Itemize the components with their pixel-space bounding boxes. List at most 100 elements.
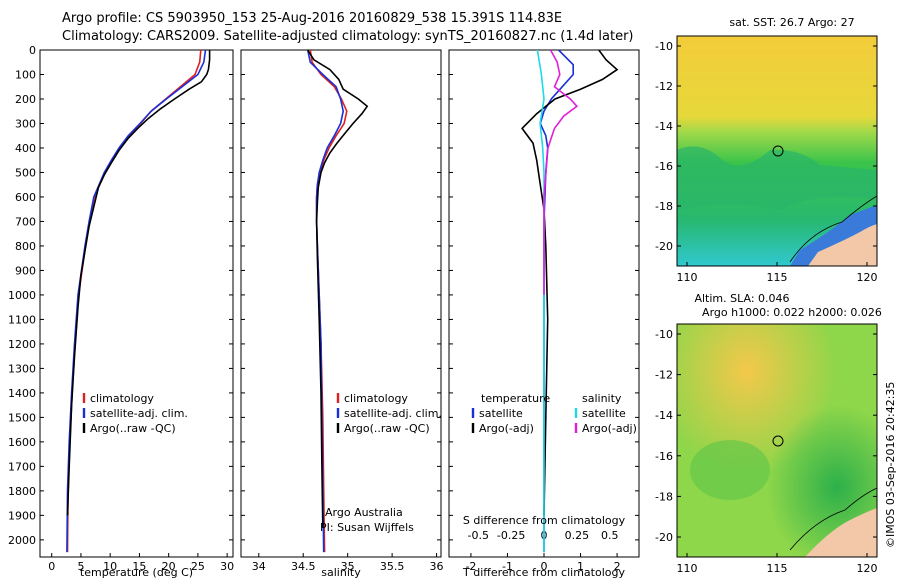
sdiff-legend-entry: Argo(-adj) <box>582 422 637 435</box>
sdiff-legend-entry: satellite <box>582 407 626 420</box>
sst-lat-label: -16 <box>655 160 673 173</box>
depth-tick-label: 0 <box>29 44 36 57</box>
sla-lat-label: -18 <box>655 490 673 503</box>
salinity-series-1 <box>306 50 345 553</box>
sla-low-patch <box>677 324 877 557</box>
tdiff-tick-label: 1 <box>577 560 584 573</box>
sst-map <box>676 35 878 267</box>
temperature-panel-frame <box>39 49 234 558</box>
sla-argo-location <box>772 435 784 447</box>
temperature-tick-label: 25 <box>191 560 205 573</box>
sdiff-tick-label: -0.25 <box>497 529 525 542</box>
salinity-legend-entry: Argo(..raw -QC) <box>344 422 430 435</box>
temperature-series-1 <box>66 50 207 553</box>
depth-tick-label: 1200 <box>8 338 36 351</box>
sdiff-tick-label: -0.5 <box>467 529 488 542</box>
depth-tick-label: 900 <box>15 264 36 277</box>
temperature-tick-label: 5 <box>77 560 84 573</box>
temperature-tick-label: 0 <box>48 560 55 573</box>
depth-tick-label: 1700 <box>8 460 36 473</box>
salinity-tick-label: 35.5 <box>380 560 405 573</box>
sst-lat-label: -12 <box>655 80 673 93</box>
sla-eddy <box>690 440 770 500</box>
salinity-tick-label: 35 <box>341 560 355 573</box>
temperature-tick-label: 30 <box>220 560 234 573</box>
sla-lon-label: 115 <box>767 562 788 575</box>
temperature-series-0 <box>66 50 202 553</box>
sdiff-tick-label: 0.5 <box>601 529 619 542</box>
sla-title: Altim. SLA: 0.046 <box>694 292 789 305</box>
sla-lat-label: -14 <box>655 409 673 422</box>
sst-lat-label: -10 <box>655 40 673 53</box>
difference-series-1 <box>521 50 619 516</box>
sst-lon-label: 115 <box>767 271 788 284</box>
depth-tick-label: 800 <box>15 240 36 253</box>
depth-tick-label: 200 <box>15 93 36 106</box>
depth-tick-label: 1600 <box>8 436 36 449</box>
depth-tick-label: 1900 <box>8 509 36 522</box>
temperature-legend-entry: climatology <box>90 392 154 405</box>
salinity-series-2 <box>307 50 369 528</box>
sst-lon-label: 110 <box>677 271 698 284</box>
sla-lat-label: -12 <box>655 369 673 382</box>
sst-lat-label: -14 <box>655 120 673 133</box>
salinity-tick-label: 34.5 <box>291 560 316 573</box>
depth-tick-label: 100 <box>15 68 36 81</box>
sst-land <box>808 224 877 266</box>
sdiff-legend-title: salinity <box>582 392 622 405</box>
argo-australia-credit: Argo Australia <box>325 506 403 519</box>
depth-tick-label: 1100 <box>8 313 36 326</box>
tdiff-legend-title: temperature <box>481 392 550 405</box>
sst-lon-label: 120 <box>857 271 878 284</box>
sst-warm-band <box>677 146 877 210</box>
sst-lat-label: -18 <box>655 200 673 213</box>
temperature-legend-entry: Argo(..raw -QC) <box>90 422 176 435</box>
sdiff-tick-label: 0.25 <box>565 529 590 542</box>
depth-tick-label: 1000 <box>8 289 36 302</box>
sst-lat-label: -20 <box>655 240 673 253</box>
sla-lon-label: 110 <box>677 562 698 575</box>
salinity-tick-label: 36 <box>430 560 444 573</box>
depth-tick-label: 1400 <box>8 387 36 400</box>
pi-credit: PI: Susan Wijffels <box>320 521 414 534</box>
depth-tick-label: 2000 <box>8 534 36 547</box>
tdiff-legend-entry: satellite <box>479 407 523 420</box>
sla-lat-label: -20 <box>655 531 673 544</box>
sla-land <box>805 508 877 557</box>
tdiff-axis-label: T difference from climatology <box>462 566 625 579</box>
tdiff-tick-label: -1 <box>502 560 513 573</box>
difference-series-3 <box>543 50 579 295</box>
climatology-title: Climatology: CARS2009. Satellite-adjuste… <box>62 29 634 44</box>
tdiff-legend-entry: Argo(-adj) <box>479 422 534 435</box>
depth-tick-label: 300 <box>15 117 36 130</box>
depth-tick-label: 1800 <box>8 485 36 498</box>
temperature-legend-entry: satellite-adj. clim. <box>90 407 188 420</box>
sst-argo-location <box>772 145 784 157</box>
tdiff-tick-label: -2 <box>465 560 476 573</box>
sdiff-axis-label: S difference from climatology <box>463 514 626 527</box>
salinity-legend-entry: climatology <box>344 392 408 405</box>
depth-tick-label: 500 <box>15 166 36 179</box>
difference-series-2 <box>536 50 545 553</box>
salinity-panel-frame <box>240 49 442 558</box>
sst-title: sat. SST: 26.7 Argo: 27 <box>729 16 854 29</box>
temperature-tick-label: 15 <box>132 560 146 573</box>
imos-stamp: ©IMOS 03-Sep-2016 20:42:35 <box>884 381 897 548</box>
sla-lon-label: 120 <box>857 562 878 575</box>
sst-bathy-contour <box>789 195 878 263</box>
salinity-tick-label: 34 <box>252 560 266 573</box>
profile-title: Argo profile: CS 5903950_153 25-Aug-2016… <box>62 11 563 26</box>
salinity-series-0 <box>309 50 348 553</box>
depth-tick-label: 1300 <box>8 362 36 375</box>
depth-tick-label: 400 <box>15 142 36 155</box>
sla-lat-label: -16 <box>655 450 673 463</box>
tdiff-tick-label: 0 <box>541 560 548 573</box>
temperature-tick-label: 10 <box>103 560 117 573</box>
temperature-series-2 <box>66 50 211 516</box>
salinity-legend-entry: satellite-adj. clim. <box>344 407 442 420</box>
temperature-axis-label: temperature (deg C) <box>80 566 193 579</box>
tdiff-tick-label: 2 <box>614 560 621 573</box>
temperature-tick-label: 20 <box>162 560 176 573</box>
sla-bathy-contour <box>789 487 878 551</box>
